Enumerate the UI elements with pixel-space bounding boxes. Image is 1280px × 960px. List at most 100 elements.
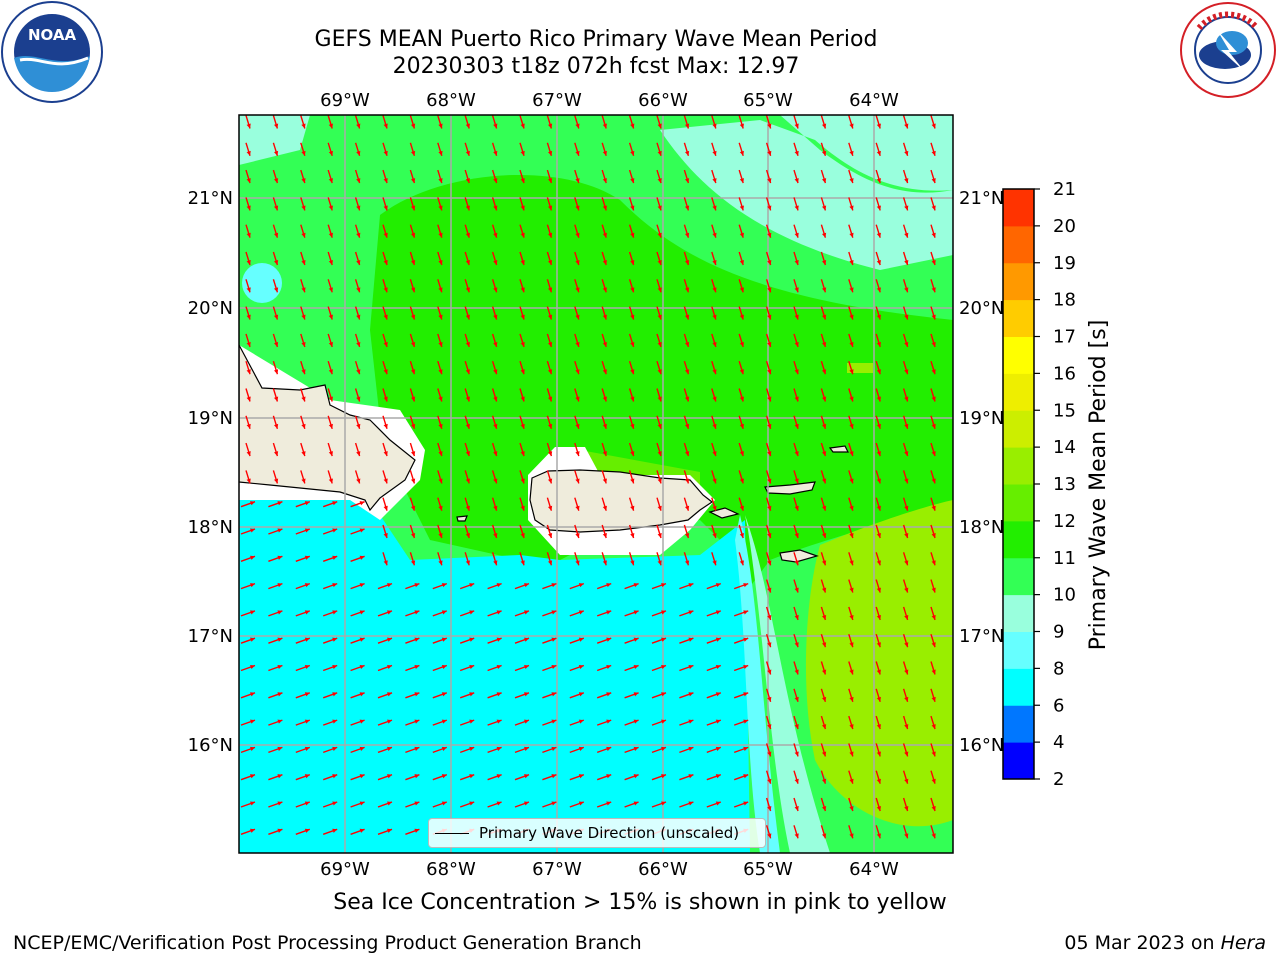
wave-arrow-head bbox=[657, 560, 662, 566]
wave-arrow-head bbox=[684, 560, 690, 566]
wave-arrow-head bbox=[715, 692, 721, 697]
wave-arrow-head bbox=[410, 314, 416, 320]
lat-label: 20°N bbox=[188, 298, 233, 319]
wave-arrow-head bbox=[547, 178, 553, 184]
wave-arrow-head bbox=[904, 314, 909, 320]
wave-arrow-head bbox=[876, 451, 881, 457]
wave-arrow-head bbox=[328, 287, 333, 293]
wave-arrow-head bbox=[743, 583, 749, 588]
wave-arrow-head bbox=[849, 314, 854, 320]
wave-arrow-head bbox=[410, 341, 416, 347]
wave-arrow-head bbox=[767, 614, 772, 620]
wave-arrow-head bbox=[743, 746, 749, 751]
wave-arrow-head bbox=[301, 232, 306, 238]
wave-arrow-head bbox=[688, 692, 694, 697]
wave-arrow-head bbox=[301, 260, 306, 265]
wave-arrow-head bbox=[876, 396, 881, 402]
wave-arrow-head bbox=[876, 833, 881, 839]
wave-arrow-head bbox=[304, 801, 310, 806]
wave-arrow-head bbox=[904, 123, 909, 129]
wave-arrow-head bbox=[328, 451, 333, 457]
wave-arrow-head bbox=[246, 260, 251, 265]
wave-arrow-head bbox=[493, 505, 498, 511]
wave-arrow-head bbox=[630, 396, 635, 402]
lat-label: 19°N bbox=[959, 408, 1004, 429]
wave-arrow-head bbox=[575, 232, 580, 238]
wave-arrow-head bbox=[410, 260, 416, 265]
wave-arrow-head bbox=[630, 478, 635, 484]
wave-arrow-head bbox=[661, 692, 666, 697]
wave-arrow-head bbox=[767, 505, 772, 511]
wave-arrow-head bbox=[739, 341, 744, 347]
period-11-5-region bbox=[370, 174, 953, 600]
wave-arrow-head bbox=[661, 774, 666, 779]
wave-arrow-head bbox=[602, 205, 607, 211]
lon-label: 67°W bbox=[532, 859, 582, 880]
wave-arrow-head bbox=[578, 664, 584, 670]
wave-arrow-head bbox=[821, 533, 827, 538]
wave-arrow-head bbox=[524, 774, 529, 779]
wave-arrow-head bbox=[493, 232, 498, 238]
wave-arrow-head bbox=[712, 341, 717, 347]
wave-arrow-head bbox=[684, 260, 690, 265]
wave-arrow-head bbox=[684, 505, 690, 511]
wave-direction-legend: Primary Wave Direction (unscaled) bbox=[428, 818, 766, 848]
wave-arrow-head bbox=[520, 232, 525, 238]
wave-arrow-head bbox=[356, 423, 361, 429]
wave-arrow-head bbox=[469, 610, 475, 615]
wave-arrow-head bbox=[578, 610, 584, 615]
wave-arrow-head bbox=[602, 341, 607, 347]
wave-arrow-head bbox=[739, 451, 744, 457]
wave-arrow-head bbox=[821, 478, 827, 484]
wave-arrow-head bbox=[332, 583, 338, 588]
wave-arrow-head bbox=[304, 583, 310, 588]
wave-arrow-head bbox=[551, 692, 557, 697]
wave-arrow-head bbox=[602, 505, 607, 511]
footer-date: 05 Mar 2023 on Hera bbox=[1064, 932, 1266, 954]
wave-arrow-head bbox=[547, 369, 553, 375]
wave-arrow-head bbox=[794, 451, 799, 457]
wave-arrow-head bbox=[493, 314, 498, 320]
wave-arrow-head bbox=[520, 341, 525, 347]
wave-arrow-head bbox=[246, 232, 251, 238]
wave-arrow-head bbox=[410, 533, 416, 538]
wave-arrow-head bbox=[441, 719, 447, 724]
wave-arrow-head bbox=[520, 560, 525, 566]
wave-arrow-head bbox=[794, 314, 799, 320]
wave-arrow-head bbox=[301, 451, 306, 457]
wave-arrow-head bbox=[743, 774, 749, 779]
legend-label: Primary Wave Direction (unscaled) bbox=[479, 824, 740, 842]
wave-arrow-head bbox=[849, 341, 854, 347]
wave-arrow-head bbox=[633, 692, 639, 697]
wave-arrow-head bbox=[849, 560, 854, 566]
wave-arrow-head bbox=[301, 123, 306, 129]
wave-arrow-head bbox=[250, 828, 255, 833]
wave-arrow-head bbox=[328, 314, 333, 320]
wave-arrow-head bbox=[575, 505, 580, 511]
nws-logo bbox=[1180, 2, 1276, 98]
wave-arrow-head bbox=[876, 478, 881, 484]
wave-arrow-head bbox=[712, 423, 717, 429]
wave-arrow-head bbox=[465, 150, 470, 156]
wave-arrow-head bbox=[630, 150, 635, 156]
wave-arrow-head bbox=[821, 369, 827, 375]
wave-arrow-head bbox=[465, 314, 470, 320]
wave-arrow-head bbox=[356, 205, 361, 211]
wave-arrow-head bbox=[301, 287, 306, 293]
wave-arrow-head bbox=[438, 123, 443, 129]
wave-arrow-head bbox=[383, 287, 388, 293]
wave-arrow-head bbox=[904, 778, 909, 784]
wave-arrow-head bbox=[739, 287, 744, 293]
wave-arrow-head bbox=[739, 205, 744, 211]
period-6-8-region bbox=[239, 500, 750, 853]
wave-arrow-head bbox=[876, 178, 881, 184]
wave-arrow-head bbox=[438, 260, 443, 265]
wave-arrow-head bbox=[387, 774, 392, 779]
colorbar-tick-label: 14 bbox=[1053, 437, 1076, 458]
wave-arrow-head bbox=[661, 801, 666, 806]
wave-arrow-head bbox=[684, 287, 690, 293]
wave-arrow-head bbox=[250, 719, 255, 724]
wave-arrow-head bbox=[414, 828, 420, 833]
wave-arrow-head bbox=[931, 642, 936, 648]
